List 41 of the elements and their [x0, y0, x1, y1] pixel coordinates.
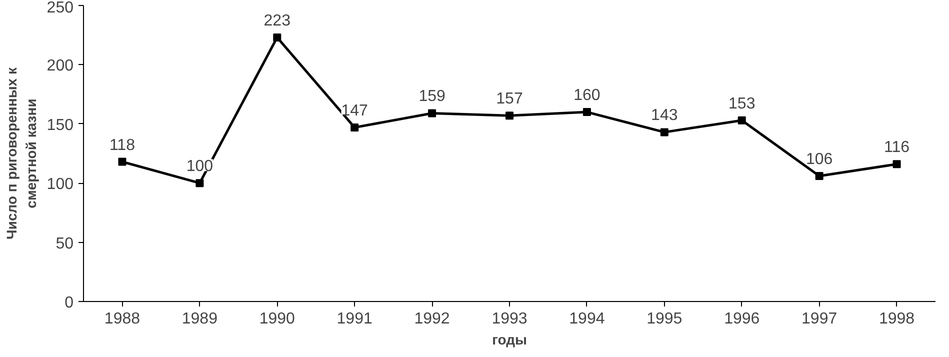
data-label: 143: [651, 107, 678, 124]
x-tick-label: 1990: [259, 310, 296, 328]
y-tick-label: 150: [46, 116, 74, 134]
data-label: 147: [341, 102, 368, 120]
y-tick-label: 250: [46, 0, 74, 16]
x-tick-label: 1998: [878, 310, 915, 328]
x-tick-label: 1988: [104, 310, 140, 328]
point: [428, 109, 436, 118]
x-tick-label: 1997: [802, 310, 838, 328]
point: [506, 112, 514, 120]
x-tick-label: 1994: [569, 310, 605, 328]
data-label: 118: [109, 136, 136, 154]
point: [118, 158, 126, 166]
data-label: 100: [186, 158, 214, 176]
y-tick-label: 200: [46, 58, 74, 75]
x-tick-label: 1996: [724, 310, 760, 328]
x-axis-title: годы: [492, 332, 527, 348]
point: [273, 33, 282, 42]
x-tick-label: 1989: [182, 310, 218, 328]
x-tick-label: 1992: [414, 310, 450, 328]
data-label: 223: [264, 12, 291, 30]
y-tick-label: 50: [56, 235, 74, 252]
data-label: 157: [496, 90, 523, 108]
data-label: 106: [806, 150, 833, 168]
point: [738, 116, 746, 124]
point: [582, 108, 591, 116]
y-tick-label: 100: [46, 176, 74, 194]
data-label: 116: [884, 139, 910, 156]
point: [815, 172, 824, 180]
point: [660, 128, 668, 136]
data-label: 159: [418, 88, 446, 106]
point: [196, 179, 204, 188]
x-tick-label: 1993: [492, 310, 528, 328]
data-label: 153: [728, 95, 756, 112]
x-tick-label: 1991: [336, 310, 372, 328]
y-axis-title: Число п риговоренных к смертной казни: [4, 66, 39, 240]
data-label: 160: [574, 87, 600, 104]
y-tick-label: 0: [64, 294, 74, 312]
point: [350, 123, 359, 132]
x-tick-label: 1995: [646, 310, 682, 328]
point: [892, 160, 901, 168]
